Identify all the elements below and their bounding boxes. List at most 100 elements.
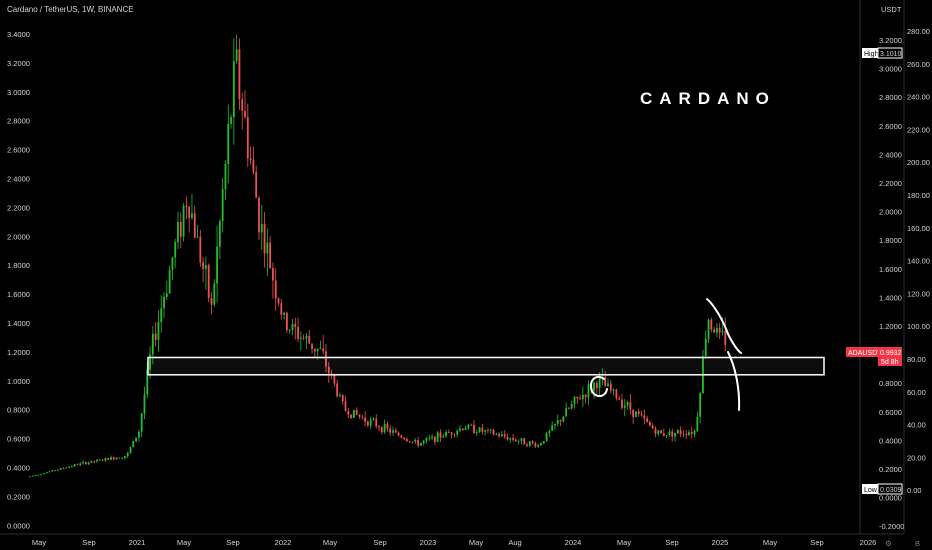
candle-body	[657, 430, 660, 434]
candle-body	[327, 366, 330, 374]
candle-body	[70, 466, 73, 468]
scale-toggle-icon[interactable]: B	[915, 539, 920, 548]
candle-body	[299, 337, 302, 339]
candle-body	[34, 475, 37, 476]
right-percent-tick: 220.00	[907, 125, 930, 134]
candle-body	[325, 351, 327, 367]
candle-body	[193, 213, 196, 238]
candle-body	[380, 427, 383, 433]
time-tick-label: May	[763, 538, 777, 547]
candle-body	[453, 434, 456, 436]
candle-body	[218, 221, 221, 247]
candle-body	[341, 395, 344, 402]
candle-body	[514, 439, 517, 442]
candle-body	[584, 394, 587, 398]
candle-body	[665, 434, 668, 436]
left-tick-label: 0.2000	[7, 492, 30, 501]
candle-body	[182, 205, 185, 237]
right-price-tick: 2.4000	[879, 150, 902, 159]
candles-layer	[29, 34, 727, 478]
candle-body	[146, 369, 149, 395]
symbol-label: ADAUSDT	[848, 350, 882, 357]
candle-body	[489, 429, 492, 431]
candle-body	[241, 99, 244, 111]
right-price-tick: 1.6000	[879, 265, 902, 274]
right-price-tick: 0.8000	[879, 379, 902, 388]
chart-title: Cardano / TetherUS, 1W, BINANCE	[7, 5, 134, 14]
candle-body	[716, 328, 718, 333]
low-label: Low	[864, 487, 878, 494]
candle-body	[556, 420, 559, 424]
candle-body	[101, 459, 104, 461]
settings-gear-icon[interactable]: ⚙	[885, 539, 892, 548]
left-tick-label: 1.0000	[7, 377, 30, 386]
candle-body	[710, 319, 713, 330]
candle-body	[615, 389, 618, 399]
candle-body	[138, 431, 140, 438]
candle-body	[406, 439, 408, 442]
right-price-tick: 1.8000	[879, 236, 902, 245]
candle-body	[411, 441, 414, 443]
right-price-tick: 0.4000	[879, 436, 902, 445]
candle-body	[436, 432, 439, 442]
candle-body	[132, 441, 135, 448]
candle-body	[662, 433, 665, 436]
time-tick-label: May	[617, 538, 631, 547]
candle-body	[355, 409, 358, 415]
candle-body	[604, 376, 607, 387]
candle-body	[135, 437, 138, 442]
left-tick-label: 1.2000	[7, 348, 30, 357]
candle-body	[87, 462, 90, 465]
candle-body	[90, 460, 93, 463]
candle-body	[637, 411, 640, 415]
time-tick-label: 2025	[712, 538, 729, 547]
candle-body	[51, 470, 54, 472]
right-price-tick: 2.2000	[879, 179, 902, 188]
high-label: High	[864, 51, 879, 58]
candle-body	[112, 457, 115, 460]
time-tick-label: 2024	[565, 538, 582, 547]
right-percent-tick: 120.00	[907, 289, 930, 298]
candle-body	[579, 398, 581, 400]
candle-body	[207, 265, 210, 299]
candle-body	[713, 329, 716, 333]
candle-body	[216, 246, 218, 284]
candle-body	[420, 442, 422, 446]
candle-body	[258, 197, 260, 233]
candle-body	[621, 399, 623, 408]
candle-body	[612, 389, 615, 391]
candle-body	[690, 432, 693, 435]
right-price-tick: 0.2000	[879, 465, 902, 474]
candle-body	[534, 443, 537, 447]
right-price-tick: 3.0000	[879, 65, 902, 74]
candle-body	[353, 409, 355, 418]
left-tick-label: 2.8000	[7, 117, 30, 126]
candle-body	[157, 321, 160, 340]
candle-body	[383, 423, 386, 433]
candle-body	[98, 459, 101, 461]
candle-body	[707, 319, 710, 339]
candle-body	[68, 466, 70, 468]
candle-body	[721, 331, 724, 333]
last-price-marker: ADAUSDT 0.9932 5d 8h	[846, 347, 902, 366]
candle-body	[433, 436, 436, 442]
candle-body	[576, 396, 579, 399]
candle-body	[397, 432, 400, 436]
candle-body	[196, 236, 199, 238]
left-tick-label: 0.4000	[7, 464, 30, 473]
candle-body	[283, 312, 285, 315]
candle-body	[551, 425, 554, 431]
candle-body	[40, 474, 43, 475]
candle-body	[126, 452, 129, 457]
left-tick-label: 0.0000	[7, 521, 30, 530]
candle-body	[688, 432, 690, 436]
time-tick-label: 2021	[129, 538, 146, 547]
candle-body	[464, 428, 467, 431]
candle-body	[202, 262, 205, 269]
candle-body	[487, 430, 489, 431]
candle-body	[693, 430, 696, 435]
candle-body	[319, 348, 322, 350]
candle-body	[492, 429, 495, 435]
candle-body	[232, 61, 235, 118]
